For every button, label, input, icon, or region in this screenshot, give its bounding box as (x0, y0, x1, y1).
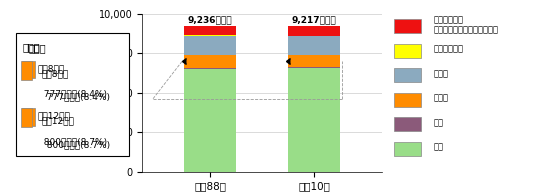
Text: 9,217千トン: 9,217千トン (292, 16, 337, 25)
Text: 建設業: 建設業 (434, 94, 449, 103)
Bar (184, 35, 236, 36)
FancyBboxPatch shape (394, 19, 421, 33)
Text: 平成12年度: 平成12年度 (37, 112, 70, 121)
Bar (288, 36, 340, 55)
Text: 平成8年度: 平成8年度 (41, 69, 69, 78)
Text: 運輸・通信業: 運輸・通信業 (434, 45, 464, 54)
Text: 建設業: 建設業 (29, 44, 46, 54)
Text: 建設業: 建設業 (22, 42, 40, 52)
Text: 777千トン(8.4%): 777千トン(8.4%) (41, 93, 111, 102)
Text: 800千トン(8.7%): 800千トン(8.7%) (41, 140, 111, 149)
Bar (184, 67, 236, 69)
Bar (288, 26, 340, 36)
FancyBboxPatch shape (22, 61, 35, 78)
Bar (288, 55, 340, 67)
Text: 777千トン(8.4%): 777千トン(8.4%) (37, 90, 107, 98)
Text: 9,236千トン: 9,236千トン (188, 15, 233, 24)
Bar (288, 67, 340, 68)
FancyBboxPatch shape (16, 33, 129, 156)
Text: 製造業: 製造業 (434, 69, 449, 78)
Text: 農業: 農業 (434, 143, 444, 152)
Text: 平成8年度: 平成8年度 (37, 64, 65, 73)
Text: サービス業、
電気・ガス・水道業、その他: サービス業、 電気・ガス・水道業、その他 (434, 15, 499, 34)
Y-axis label: （千トン）: （千トン） (87, 78, 97, 107)
Bar (184, 69, 236, 172)
FancyBboxPatch shape (394, 68, 421, 82)
FancyBboxPatch shape (394, 44, 421, 58)
FancyBboxPatch shape (394, 117, 421, 131)
FancyBboxPatch shape (21, 61, 32, 80)
FancyBboxPatch shape (394, 93, 421, 107)
Text: 平成12年度: 平成12年度 (41, 116, 74, 125)
Bar (184, 26, 236, 35)
Text: 鉱業: 鉱業 (434, 118, 444, 127)
FancyBboxPatch shape (22, 108, 35, 126)
Bar (288, 68, 340, 172)
Text: 800千トン(8.7%): 800千トン(8.7%) (37, 137, 107, 146)
FancyBboxPatch shape (21, 108, 32, 127)
Bar (184, 55, 236, 67)
FancyBboxPatch shape (394, 142, 421, 156)
Bar (184, 36, 236, 55)
